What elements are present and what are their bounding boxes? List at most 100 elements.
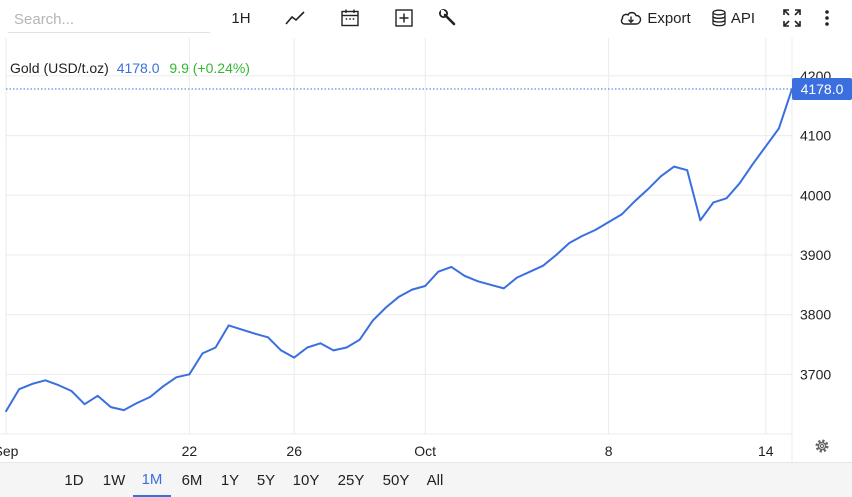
- data-point: [123, 409, 125, 412]
- range-1m[interactable]: 1M: [133, 463, 171, 497]
- data-point: [778, 127, 780, 130]
- range-label: 1D: [64, 471, 84, 489]
- range-6m[interactable]: 6M: [176, 463, 208, 497]
- data-point: [44, 379, 47, 382]
- api-label: API: [730, 9, 756, 27]
- range-1d[interactable]: 1D: [60, 463, 88, 497]
- data-point: [463, 274, 466, 277]
- search-input[interactable]: [8, 6, 210, 33]
- x-tick-label: Sep: [0, 443, 19, 459]
- data-point: [306, 346, 309, 349]
- chart-settings-button[interactable]: [815, 439, 829, 453]
- data-point: [57, 384, 60, 386]
- data-point: [581, 234, 584, 237]
- data-point: [450, 265, 453, 268]
- data-point: [371, 319, 374, 322]
- x-tick-label: 8: [605, 443, 613, 459]
- data-point: [293, 356, 296, 359]
- data-point: [83, 403, 86, 406]
- data-point: [502, 287, 505, 290]
- data-point: [162, 385, 165, 388]
- data-point: [712, 201, 715, 204]
- data-point: [489, 283, 492, 286]
- range-1y[interactable]: 1Y: [216, 463, 244, 497]
- data-point: [764, 145, 767, 148]
- api-button[interactable]: API: [708, 6, 758, 30]
- data-point: [699, 219, 702, 222]
- data-point: [542, 264, 544, 267]
- data-point: [201, 352, 204, 355]
- fullscreen-button[interactable]: [780, 6, 804, 30]
- data-point: [385, 306, 387, 309]
- data-point: [437, 270, 440, 273]
- x-tick-label: 22: [182, 443, 198, 459]
- data-point: [175, 376, 178, 379]
- data-point: [529, 270, 531, 273]
- x-tick-label: 26: [286, 443, 302, 459]
- range-label: 10Y: [292, 471, 320, 489]
- data-point: [109, 406, 112, 409]
- grid: [0, 38, 793, 464]
- data-point: [660, 175, 662, 178]
- x-tick-label: 14: [758, 443, 774, 459]
- gear-icon: [815, 439, 829, 453]
- data-point: [358, 338, 361, 341]
- last-price-badge: 4178.0: [792, 78, 852, 101]
- data-point: [568, 242, 571, 244]
- legend: Gold (USD/t.oz) 4178.0 9.9 (+0.24%): [10, 60, 250, 76]
- data-point: [686, 169, 689, 172]
- data-point: [31, 382, 34, 385]
- settings-tools-button[interactable]: [436, 6, 460, 30]
- range-all[interactable]: All: [422, 463, 448, 497]
- data-point: [96, 394, 99, 397]
- range-25y[interactable]: 25Y: [333, 463, 369, 497]
- y-tick-label: 3800: [800, 307, 831, 323]
- range-label: 6M: [181, 471, 203, 489]
- data-point: [411, 288, 413, 291]
- data-point: [345, 346, 348, 349]
- range-5y[interactable]: 5Y: [252, 463, 280, 497]
- series-line: [5, 88, 793, 412]
- y-tick-label: 4000: [800, 187, 831, 203]
- more-menu-button[interactable]: [818, 6, 836, 30]
- data-point: [136, 402, 138, 404]
- data-point: [149, 396, 152, 398]
- data-point: [254, 332, 256, 335]
- data-point: [267, 336, 269, 339]
- range-50y[interactable]: 50Y: [378, 463, 414, 497]
- range-1w[interactable]: 1W: [98, 463, 130, 497]
- last-price-badge-label: 4178.0: [801, 81, 844, 97]
- interval-button[interactable]: 1H: [226, 6, 256, 30]
- export-label: Export: [647, 9, 691, 27]
- interval-label: 1H: [231, 9, 251, 27]
- range-10y[interactable]: 10Y: [288, 463, 324, 497]
- x-axis: Sep 22 26 Oct 8 14: [0, 443, 774, 459]
- range-label: 1W: [102, 471, 126, 489]
- range-selector: 1D 1W 1M 6M 1Y 5Y 10Y 25Y 50Y All: [0, 462, 852, 497]
- data-point: [398, 295, 400, 298]
- chart-type-button[interactable]: [282, 6, 308, 30]
- add-indicator-button[interactable]: [392, 6, 416, 30]
- data-point: [751, 163, 754, 166]
- range-label: 5Y: [256, 471, 276, 489]
- series-points: [5, 88, 793, 413]
- data-point: [633, 200, 636, 203]
- instrument-change: 9.9 (+0.24%): [169, 60, 250, 76]
- range-label: 25Y: [337, 471, 365, 489]
- date-range-button[interactable]: [338, 6, 362, 30]
- plus-box-icon: [395, 9, 413, 27]
- data-point: [214, 346, 217, 349]
- export-button[interactable]: Export: [618, 6, 692, 30]
- range-label: All: [426, 471, 444, 489]
- last-price-badge-bg: [792, 78, 852, 101]
- cloud-download-icon: [621, 11, 642, 25]
- x-tick-label: Oct: [414, 443, 436, 459]
- y-tick-label: 3700: [800, 366, 831, 382]
- wrench-icon: [439, 9, 456, 26]
- data-point: [332, 349, 335, 352]
- range-label: 1Y: [220, 471, 240, 489]
- data-point: [319, 342, 322, 345]
